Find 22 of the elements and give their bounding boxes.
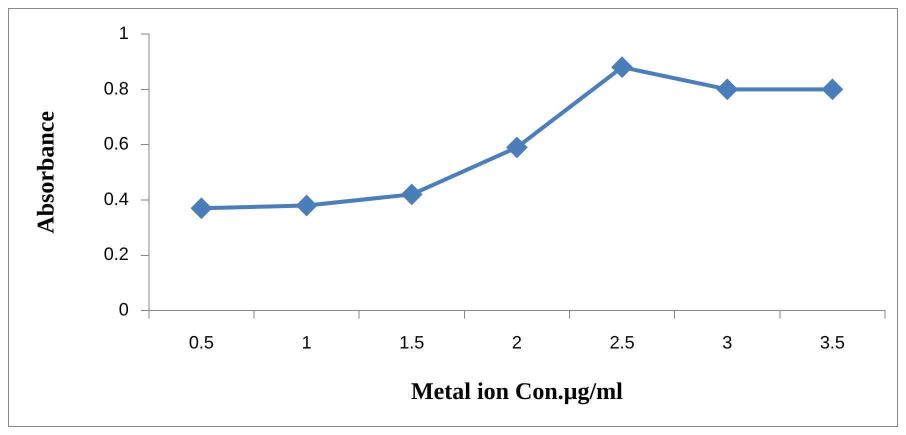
x-tick-label: 1.5 (399, 332, 424, 352)
x-axis-title: Metal ion Con.µg/ml (410, 378, 624, 405)
point (717, 79, 738, 100)
point (612, 57, 632, 78)
y-axis-title: Absorbance (34, 110, 60, 234)
x-tick-label: 2 (512, 332, 522, 352)
point (296, 195, 317, 216)
x-tick-label: 3.5 (820, 332, 845, 352)
y-tick-label: 0.4 (104, 188, 129, 209)
point (506, 137, 527, 158)
y-tick-label: 0.2 (104, 244, 129, 264)
y-tick-label: 0.6 (104, 134, 129, 154)
y-tick-label: 0 (118, 300, 129, 320)
point (822, 79, 842, 100)
x-tick-label: 2.5 (610, 332, 635, 352)
x-tick-label: 0.5 (188, 332, 214, 352)
point (191, 198, 212, 218)
point (402, 184, 422, 204)
y-tick-label: 0.8 (104, 78, 129, 98)
x-tick-label: 1 (302, 332, 312, 352)
y-tick-label: 1 (118, 22, 129, 43)
x-tick-label: 3 (722, 332, 732, 352)
